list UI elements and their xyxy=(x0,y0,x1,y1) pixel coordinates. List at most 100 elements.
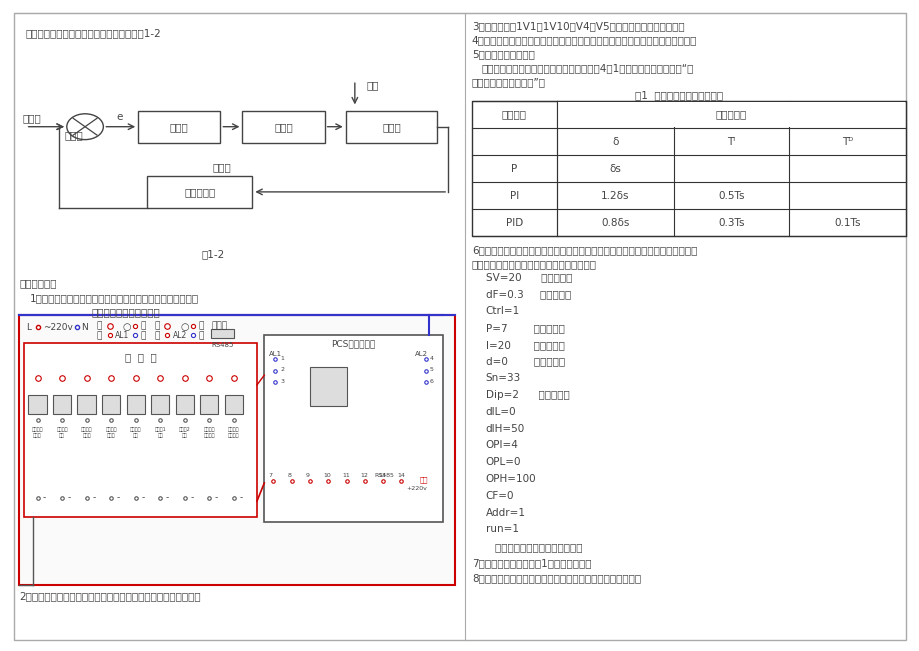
Text: OPL=0: OPL=0 xyxy=(485,457,520,467)
Text: Addr=1: Addr=1 xyxy=(485,508,525,518)
Text: 2、将控制台背面右侧的通讯口（在电源插座旁）与上位机连接。: 2、将控制台背面右侧的通讯口（在电源插座旁）与上位机连接。 xyxy=(19,591,200,602)
Text: 制: 制 xyxy=(154,331,160,340)
Text: δs: δs xyxy=(608,163,620,174)
Text: 信  号  板: 信 号 板 xyxy=(124,353,156,363)
Text: 控: 控 xyxy=(96,322,102,331)
Text: -: - xyxy=(165,493,169,503)
Text: -: - xyxy=(141,493,144,503)
Bar xyxy=(77,395,96,414)
Text: 8: 8 xyxy=(287,473,290,478)
Bar xyxy=(102,395,120,414)
Text: 6、设置智能调节器参数（可在仪表上直接设置，也可在计算机上设置），其需要: 6、设置智能调节器参数（可在仪表上直接设置，也可在计算机上设置），其需要 xyxy=(471,245,697,255)
Text: 1: 1 xyxy=(280,356,284,361)
Text: PI: PI xyxy=(509,191,518,201)
Bar xyxy=(24,343,256,517)
Text: 上水箱位
号输出: 上水箱位 号输出 xyxy=(81,427,92,437)
Text: 表1  阶跃反应曲线整定参数表: 表1 阶跃反应曲线整定参数表 xyxy=(635,90,722,100)
Text: RS485: RS485 xyxy=(374,473,393,478)
Text: dF=0.3     （参考值）: dF=0.3 （参考值） xyxy=(485,289,570,299)
Text: 内胆温度
信号输出: 内胆温度 信号输出 xyxy=(203,427,215,437)
Text: 制: 制 xyxy=(96,331,102,340)
Text: I=20       （参考值）: I=20 （参考值） xyxy=(485,340,564,350)
Bar xyxy=(200,395,218,414)
Bar xyxy=(127,395,144,414)
Text: -: - xyxy=(190,493,193,503)
Text: 控制器参数: 控制器参数 xyxy=(715,109,746,119)
Text: AL2: AL2 xyxy=(173,331,187,340)
Text: 设定值: 设定值 xyxy=(23,113,41,124)
Text: 12: 12 xyxy=(360,473,368,478)
Text: 上水箱: 上水箱 xyxy=(381,122,401,132)
Text: 电动阀: 电动阀 xyxy=(274,122,292,132)
Bar xyxy=(346,111,437,143)
Text: 具体请详细阅读调节器使用手册: 具体请详细阅读调节器使用手册 xyxy=(482,542,582,552)
Text: 图1-2: 图1-2 xyxy=(201,249,224,259)
Bar xyxy=(264,335,442,521)
Text: 10: 10 xyxy=(323,473,331,478)
Text: d=0        （参考值）: d=0 （参考值） xyxy=(485,357,564,367)
Bar xyxy=(310,367,346,406)
Text: P: P xyxy=(511,163,516,174)
Text: SV=20      （参考值）: SV=20 （参考值） xyxy=(485,273,572,283)
Bar xyxy=(28,395,47,414)
Text: CF=0: CF=0 xyxy=(485,491,514,501)
Text: -: - xyxy=(92,493,96,503)
Text: 14: 14 xyxy=(396,473,404,478)
Text: 单容液位控制实验接线图: 单容液位控制实验接线图 xyxy=(92,307,161,318)
Text: 6: 6 xyxy=(429,379,433,384)
Text: AL2: AL2 xyxy=(414,351,427,357)
Text: Dip=2      （参考值）: Dip=2 （参考值） xyxy=(485,390,569,400)
Text: -: - xyxy=(43,493,46,503)
Text: 5、整定参数值的计算: 5、整定参数值的计算 xyxy=(471,49,534,59)
Bar xyxy=(176,395,194,414)
Text: N: N xyxy=(81,323,88,332)
Text: P=7        （参考值）: P=7 （参考值） xyxy=(485,323,564,333)
Text: 通讯口: 通讯口 xyxy=(211,322,227,331)
Text: 反馈值: 反馈值 xyxy=(64,130,83,140)
Bar xyxy=(242,111,324,143)
Bar xyxy=(224,395,243,414)
Text: 11: 11 xyxy=(342,473,349,478)
Text: 0.8δs: 0.8δs xyxy=(600,218,629,228)
Text: dIH=50: dIH=50 xyxy=(485,424,524,434)
Text: 控制规则: 控制规则 xyxy=(501,109,527,119)
Bar xyxy=(19,315,454,585)
Text: run=1: run=1 xyxy=(485,524,518,534)
Text: 1、按附图单容液位控制实验接线图接好实验导线和通讯线。: 1、按附图单容液位控制实验接线图接好实验导线和通讯线。 xyxy=(30,293,199,303)
Text: e: e xyxy=(116,111,122,122)
Text: ○: ○ xyxy=(180,322,188,331)
Text: 五、实验步骤: 五、实验步骤 xyxy=(19,278,57,288)
Text: 控: 控 xyxy=(154,322,160,331)
Text: 液位变送器: 液位变送器 xyxy=(184,187,215,197)
Text: OPH=100: OPH=100 xyxy=(485,474,536,484)
Text: -: - xyxy=(117,493,119,503)
Bar xyxy=(147,176,252,208)
Text: Tᴵ: Tᴵ xyxy=(727,137,734,146)
Text: -: - xyxy=(215,493,218,503)
Text: 警: 警 xyxy=(199,331,204,340)
Text: ○: ○ xyxy=(122,322,130,331)
Bar xyxy=(557,102,904,128)
Text: -: - xyxy=(239,493,243,503)
Text: 3: 3 xyxy=(280,379,285,384)
Text: 流量计1
输出: 流量计1 输出 xyxy=(154,427,166,437)
Text: 调节器: 调节器 xyxy=(170,122,188,132)
Text: 9: 9 xyxy=(305,473,309,478)
Text: δ: δ xyxy=(611,137,618,146)
Text: OPI=4: OPI=4 xyxy=(485,440,518,450)
Text: dIL=0: dIL=0 xyxy=(485,407,516,417)
Text: 警: 警 xyxy=(141,331,146,340)
Text: 7、在控制板上打开水泵1、电动调节阀。: 7、在控制板上打开水泵1、电动调节阀。 xyxy=(471,558,591,568)
Text: 0.3Ts: 0.3Ts xyxy=(718,218,743,228)
Text: 电动调节
号输入: 电动调节 号输入 xyxy=(32,427,43,437)
Text: Ctrl=1: Ctrl=1 xyxy=(485,306,519,316)
Text: RS485: RS485 xyxy=(211,342,233,348)
Text: 5: 5 xyxy=(429,367,433,372)
Text: -: - xyxy=(67,493,71,503)
Text: AL1: AL1 xyxy=(115,331,130,340)
Text: 3、将手动阀门1V1、1V10、V4、V5打开，其余阀门全部关闭。: 3、将手动阀门1V1、1V10、V4、V5打开，其余阀门全部关闭。 xyxy=(471,21,684,31)
Text: 7: 7 xyxy=(268,473,273,478)
Bar xyxy=(53,395,71,414)
Text: PID: PID xyxy=(505,218,522,228)
Text: 上水箱: 上水箱 xyxy=(212,162,232,173)
